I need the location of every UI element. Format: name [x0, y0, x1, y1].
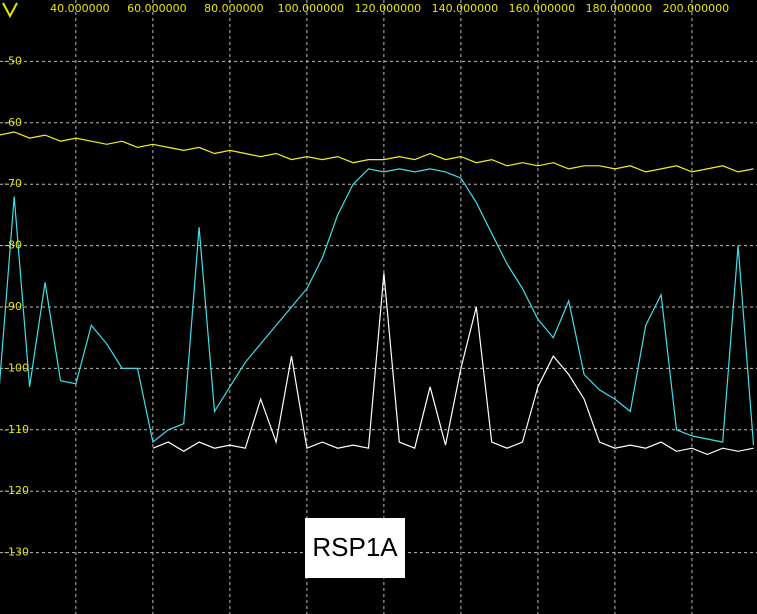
trace [0, 168, 755, 446]
x-tick-label: 160.000000 [509, 2, 575, 15]
y-tick-label: -100 [4, 361, 29, 374]
y-tick-label: -70 [4, 177, 22, 190]
logo [2, 2, 18, 19]
y-tick-label: -120 [4, 484, 29, 497]
annotation-box [305, 518, 405, 578]
trace [152, 273, 754, 456]
x-tick-label: 120.000000 [355, 2, 421, 15]
x-tick-label: 100.000000 [278, 2, 344, 15]
y-tick-label: -130 [4, 546, 29, 559]
x-tick-label: 180.000000 [586, 2, 652, 15]
x-tick-label: 40.000000 [50, 2, 110, 15]
trace [0, 131, 754, 173]
y-tick-label: -110 [4, 423, 29, 436]
traces [0, 131, 755, 456]
annotation: RSP1A [312, 532, 398, 562]
x-tick-label: 200.000000 [663, 2, 729, 15]
x-tick-label: 140.000000 [432, 2, 498, 15]
y-tick-label: -90 [4, 300, 22, 313]
y-tick-label: -80 [4, 239, 22, 252]
y-tick-label: -60 [4, 116, 22, 129]
x-tick-label: 60.000000 [127, 2, 187, 15]
x-tick-label: 80.000000 [204, 2, 264, 15]
y-tick-label: -50 [4, 54, 22, 67]
